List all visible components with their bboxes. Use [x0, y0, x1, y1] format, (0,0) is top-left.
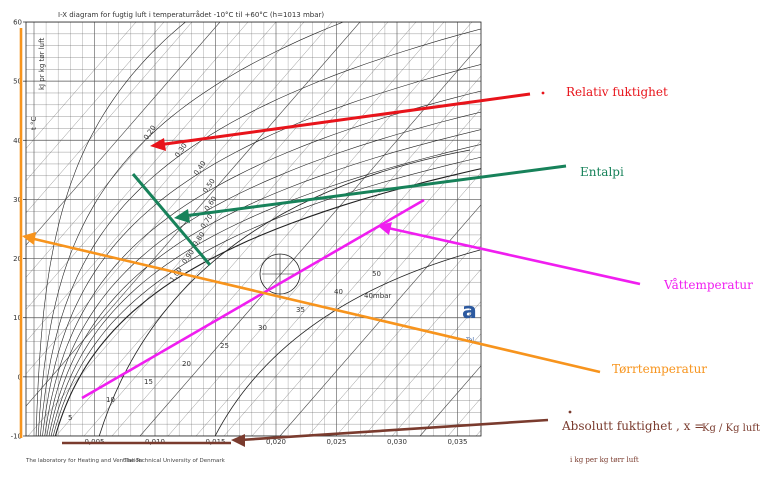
y-tick-label: 40 [13, 137, 22, 145]
label-entalpi: Entalpi [580, 165, 624, 179]
rh-curve [40, 28, 481, 436]
y-tick-label: 30 [13, 196, 22, 204]
enthalpy-axis-label: kJ pr kg tør luft [38, 38, 46, 90]
y-tick-label: -10 [11, 433, 22, 441]
enthalpy-gridline [335, 269, 481, 436]
rh-curve [48, 129, 481, 436]
enthalpy-gridline [167, 75, 481, 436]
enthalpy-gridline [26, 22, 305, 342]
enthalpy-gridline [55, 22, 417, 436]
rh-curve [38, 22, 344, 436]
enthalpy-highlight-line [131, 173, 212, 266]
enthalpy-gridline [251, 172, 481, 436]
rh-curve [44, 90, 481, 436]
enthalpy-label: 40 [334, 288, 343, 296]
enthalpy-gridline [363, 301, 481, 436]
enthalpy-gridline [26, 22, 137, 149]
label-relativ-fuktighet: Relativ fuktighet [566, 85, 668, 99]
footer-left: The laboratory for Heating and Ventilati… [25, 458, 143, 464]
enthalpy-label: 20 [182, 360, 191, 368]
rh-curve [54, 168, 481, 436]
scale-curve [214, 249, 481, 436]
enthalpy-gridline [83, 22, 445, 436]
enthalpy-labels: 5 10 15 20 25 30 35 40 50 [68, 270, 381, 422]
dot-marker [541, 91, 545, 95]
label-unit: Kg / Kg luft [702, 423, 760, 434]
x-tick-label: 0,025 [326, 438, 346, 446]
y-tick-label: 20 [13, 255, 22, 263]
enthalpy-gridline [27, 22, 389, 436]
enthalpy-gridline [26, 22, 277, 310]
enthalpy-gridline [139, 43, 481, 436]
arrow-vattemperatur [81, 198, 641, 400]
enthalpy-label: 15 [144, 378, 153, 386]
background-logo: a [462, 299, 477, 324]
label-vattemperatur: Våttemperatur [663, 277, 753, 292]
rh-curve [35, 22, 186, 436]
enthalpy-gridline [223, 140, 481, 436]
enthalpy-gridline [26, 22, 165, 181]
enthalpy-gridline [728, 22, 768, 436]
x-tick-label: 0,030 [387, 438, 407, 446]
enthalpy-label: 30 [258, 324, 267, 332]
enthalpy-gridline [26, 22, 221, 246]
enthalpy-label: 5 [68, 414, 72, 422]
rh-curve [52, 156, 481, 436]
enthalpy-gridline [391, 333, 481, 436]
enthalpy-label: 25 [220, 342, 229, 350]
y-tick-label: 60 [13, 19, 22, 27]
enthalpy-label: 50 [372, 270, 381, 278]
enthalpy-gridline [26, 22, 249, 278]
chart-grid [26, 22, 768, 436]
arrow-torrtemperatur [19, 28, 601, 438]
scale-curve [98, 149, 471, 436]
dot-marker [568, 410, 572, 414]
label-torrtemperatur: Tørrtemperatur [612, 362, 707, 376]
arrow-entalpi [131, 164, 567, 266]
enthalpy-label: 10 [106, 396, 115, 404]
arrow-relativ-fuktighet [150, 91, 545, 151]
y-tick-label: 50 [13, 78, 22, 86]
label-absolutt-fuktighet: Absolutt fuktighet , x = [561, 419, 704, 433]
y-axis-unit: t °C [30, 117, 38, 130]
footer-right: The Technical University of Denmark [123, 458, 226, 464]
rh-curve [50, 144, 481, 436]
vapour-pressure-label: 40mbar [364, 292, 391, 300]
enthalpy-gridline [307, 236, 481, 436]
y-tick-label: 10 [13, 314, 22, 322]
enthalpy-gridline [26, 22, 333, 375]
enthalpy-gridline [419, 365, 481, 436]
x-tick-label: 0,020 [266, 438, 286, 446]
arrow-absolutt-fuktighet [62, 410, 572, 447]
wetbulb-highlight-line [81, 198, 425, 400]
enthalpy-gridline [279, 204, 481, 436]
y-axis-ticks: 6050403020100-10 [11, 19, 26, 441]
enthalpy-gridline [26, 22, 193, 214]
label-unit-note: i kg per kg tørr luft [570, 456, 639, 464]
enthalpy-label: 35 [296, 306, 305, 314]
x-tick-label: 0,035 [447, 438, 467, 446]
enthalpy-gridline [700, 22, 768, 436]
rh-curve [42, 64, 481, 436]
plot-frame [25, 21, 482, 437]
chart-title: I-X diagram for fugtig luft i temperatur… [58, 10, 324, 19]
enthalpy-gridline [111, 22, 473, 436]
